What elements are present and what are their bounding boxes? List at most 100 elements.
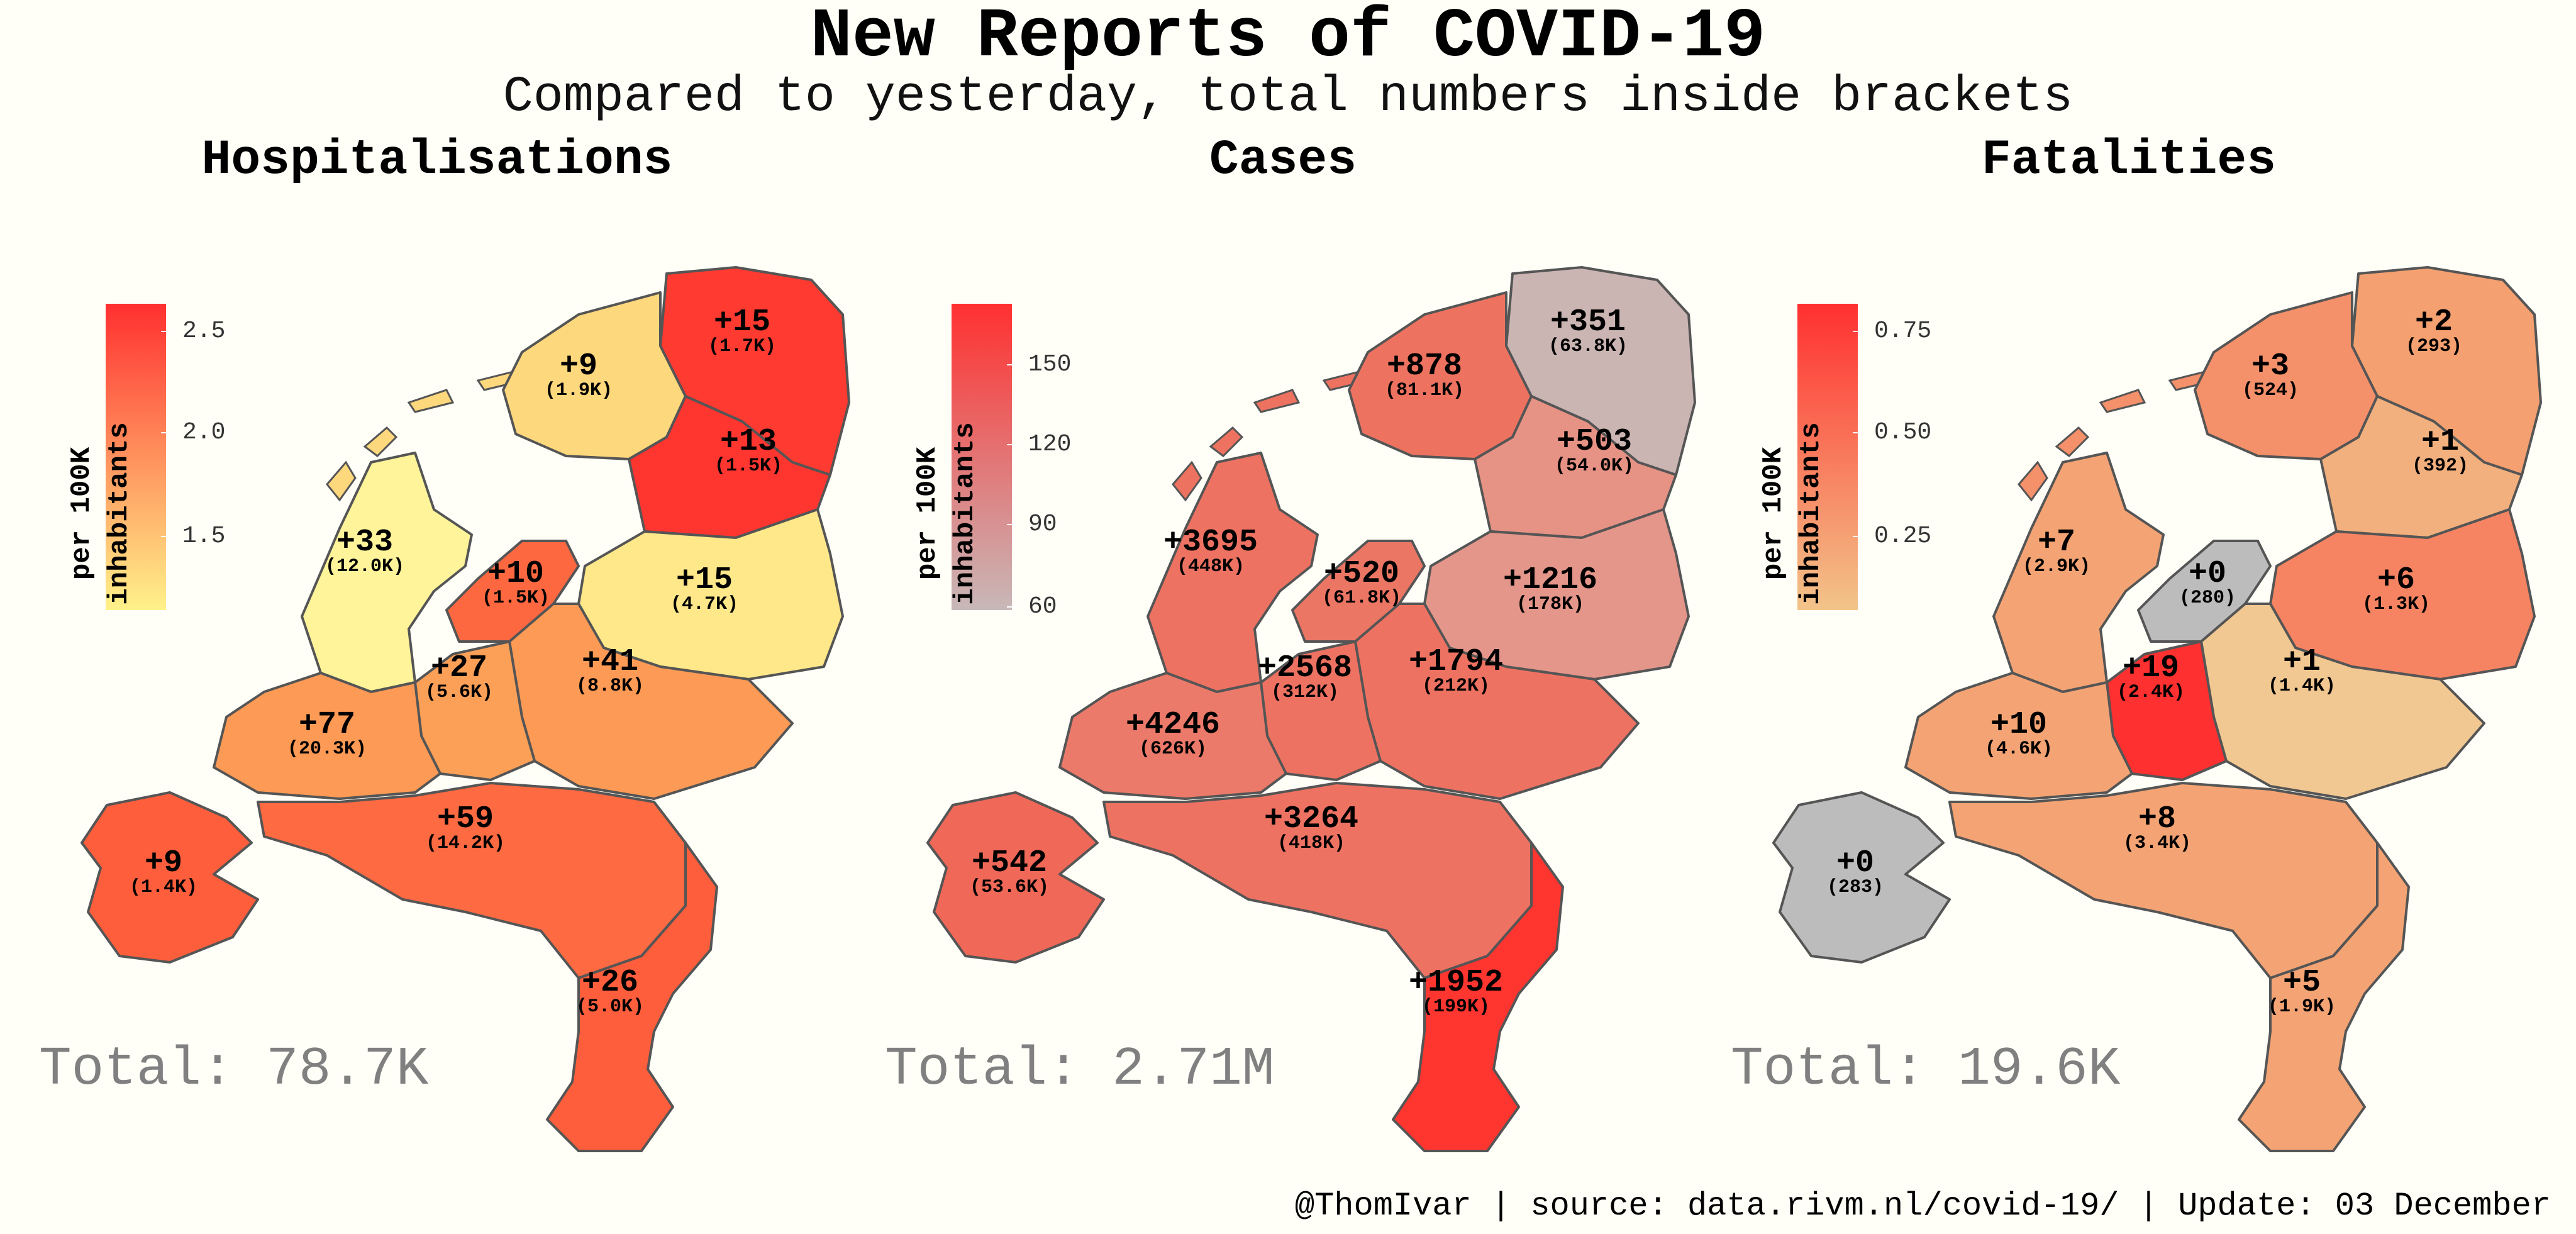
region-daily-delta: +41 xyxy=(581,644,638,680)
region-total: (4.7K) xyxy=(670,594,739,615)
region-total: (63.8K) xyxy=(1548,336,1628,357)
region-label: +33 (12.0K) xyxy=(325,527,405,577)
wadden-island xyxy=(1253,389,1301,413)
region-daily-delta: +13 xyxy=(719,424,777,460)
legend-tick-label: 1.5 xyxy=(160,523,226,550)
region-label: +520 (61.8K) xyxy=(1321,556,1402,609)
region-total: (14.2K) xyxy=(425,833,506,854)
region-label: +59 (14.2K) xyxy=(425,801,506,854)
region-daily-delta: +59 xyxy=(436,801,494,837)
region-daily-delta: +7 xyxy=(2037,525,2075,560)
region-total: (448K) xyxy=(1176,556,1245,577)
region-total: (626K) xyxy=(1138,738,1208,760)
color-scale-bar xyxy=(952,304,1012,610)
province-region xyxy=(1058,672,1287,800)
region-total: (1.3K) xyxy=(2362,594,2431,615)
region-total: (61.8K) xyxy=(1321,587,1402,609)
region-label: +5 (1.9K) xyxy=(2267,965,2336,1018)
region-label: +542 (53.6K) xyxy=(969,845,1050,898)
region-label: +1 (392) xyxy=(2412,424,2468,476)
legend-tick-label: 0.25 xyxy=(1852,523,1932,550)
region-daily-delta: +1 xyxy=(2421,424,2460,460)
province-region xyxy=(213,672,441,800)
region-label: +41 (8.8K) xyxy=(576,644,644,696)
wadden-island xyxy=(1209,426,1244,457)
region-label: +26 (5.0K) xyxy=(575,965,645,1018)
province-region xyxy=(1423,508,1690,681)
province-region xyxy=(2269,508,2536,681)
legend-tick-label: 60 xyxy=(1007,593,1057,621)
region-label: +27 (5.6K) xyxy=(425,650,494,703)
province-region xyxy=(1146,452,1319,693)
legend-title: per 100K inhabitants xyxy=(912,422,981,605)
region-daily-delta: +503 xyxy=(1556,424,1633,460)
region-label: +4246 (626K) xyxy=(1126,709,1220,760)
region-daily-delta: +15 xyxy=(713,304,770,340)
region-daily-delta: +26 xyxy=(581,965,638,1001)
wadden-island xyxy=(326,460,357,502)
region-label: +6 (1.3K) xyxy=(2362,562,2431,615)
province-region xyxy=(1992,452,2165,693)
region-total: (5.6K) xyxy=(425,682,494,703)
region-total: (199K) xyxy=(1421,996,1491,1018)
region-daily-delta: +520 xyxy=(1323,556,1400,592)
region-label: +878 (81.1K) xyxy=(1385,351,1464,401)
region-daily-delta: +5 xyxy=(2282,965,2321,1001)
region-daily-delta: +1 xyxy=(2282,644,2321,680)
region-total: (524) xyxy=(2241,380,2299,401)
region-daily-delta: +77 xyxy=(298,707,355,743)
legend-title: per 100K inhabitants xyxy=(1758,422,1827,605)
region-total: (5.0K) xyxy=(575,996,645,1018)
region-label: +15 (4.7K) xyxy=(670,565,739,615)
region-label: +3264 (418K) xyxy=(1263,801,1359,854)
region-daily-delta: +6 xyxy=(2377,562,2415,598)
region-total: (280) xyxy=(2179,587,2236,609)
region-daily-delta: +9 xyxy=(559,348,597,384)
province-region xyxy=(577,508,844,681)
region-daily-delta: +10 xyxy=(1990,707,2047,743)
color-scale-bar xyxy=(1797,304,1858,610)
legend-tick-label: 120 xyxy=(1006,431,1072,459)
region-total: (1.9K) xyxy=(2267,996,2336,1018)
region-label: +503 (54.0K) xyxy=(1555,424,1634,476)
region-daily-delta: +3 xyxy=(2251,348,2290,384)
province-region xyxy=(1772,791,1951,964)
region-daily-delta: +542 xyxy=(971,845,1048,881)
province-region xyxy=(546,842,718,1152)
region-total: (12.0K) xyxy=(325,556,405,577)
region-label: +2 (293) xyxy=(2406,304,2462,357)
region-daily-delta: +351 xyxy=(1550,304,1626,340)
province-map xyxy=(1772,266,2542,1152)
wadden-island xyxy=(1172,460,1202,502)
page-title: New Reports of COVID-19 xyxy=(810,0,1766,77)
region-label: +7 (2.9K) xyxy=(2022,525,2091,577)
region-daily-delta: +1216 xyxy=(1502,562,1598,598)
region-label: +10 (1.5K) xyxy=(482,559,550,608)
legend-tick-label: 0.75 xyxy=(1852,317,1932,345)
province-region xyxy=(301,452,473,693)
region-daily-delta: +3264 xyxy=(1263,801,1359,837)
region-label: +351 (63.8K) xyxy=(1548,304,1628,357)
region-daily-delta: +1952 xyxy=(1408,965,1504,1001)
region-label: +3 (524) xyxy=(2241,348,2299,401)
region-daily-delta: +2 xyxy=(2414,304,2453,340)
region-label: +2568 (312K) xyxy=(1257,650,1353,703)
color-scale-bar xyxy=(106,304,166,610)
province-region xyxy=(926,791,1105,964)
region-daily-delta: +2568 xyxy=(1257,650,1353,686)
region-label: +10 (4.6K) xyxy=(1985,707,2053,759)
region-label: +1794 (212K) xyxy=(1409,647,1503,696)
province-region xyxy=(1392,842,1564,1152)
region-total: (1.5K) xyxy=(714,455,783,477)
wadden-island xyxy=(2099,389,2146,413)
region-total: (418K) xyxy=(1277,833,1346,854)
wadden-island xyxy=(2018,460,2048,502)
region-total: (2.9K) xyxy=(2022,556,2091,577)
region-label: +0 (283) xyxy=(1827,848,1884,898)
panel-title: Cases xyxy=(1209,133,1357,188)
region-total: (53.6K) xyxy=(969,877,1050,898)
panel-title: Fatalities xyxy=(1981,133,2277,188)
panel-title: Hospitalisations xyxy=(201,133,673,188)
legend-tick-label: 2.5 xyxy=(160,317,226,345)
region-daily-delta: +27 xyxy=(430,650,487,686)
